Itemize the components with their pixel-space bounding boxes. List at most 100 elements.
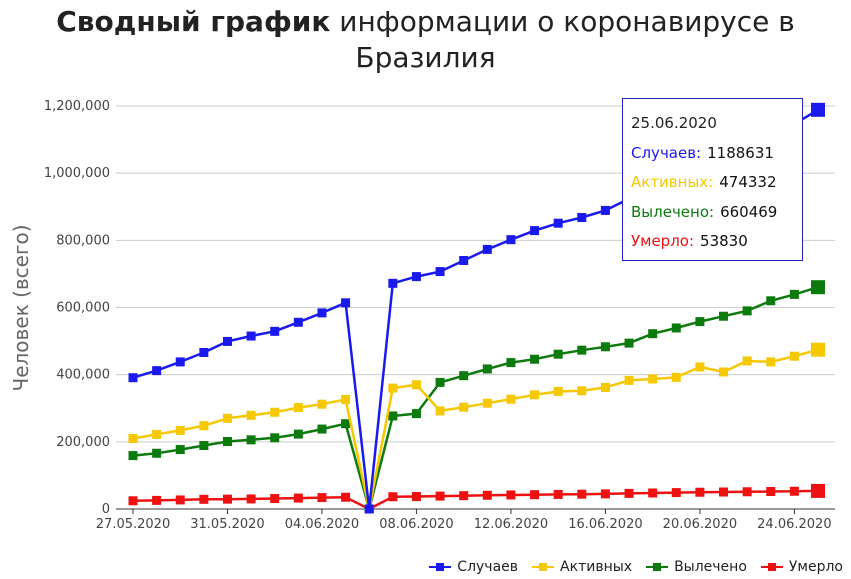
data-point[interactable] <box>341 492 351 502</box>
data-point[interactable] <box>317 308 327 318</box>
data-point[interactable] <box>459 255 469 265</box>
data-point[interactable] <box>411 272 421 282</box>
data-point[interactable] <box>388 492 398 502</box>
data-point[interactable] <box>411 492 421 502</box>
data-point[interactable] <box>199 348 209 358</box>
data-point[interactable] <box>222 436 232 446</box>
data-point[interactable] <box>695 487 705 497</box>
data-point[interactable] <box>506 394 516 404</box>
data-point[interactable] <box>459 491 469 501</box>
data-point[interactable] <box>317 424 327 434</box>
data-point[interactable] <box>789 351 799 361</box>
data-point[interactable] <box>388 383 398 393</box>
data-point[interactable] <box>719 311 729 321</box>
data-point[interactable] <box>317 493 327 503</box>
data-point[interactable] <box>341 419 351 429</box>
data-point[interactable] <box>624 375 634 385</box>
data-point[interactable] <box>388 411 398 421</box>
data-point[interactable] <box>152 429 162 439</box>
data-point[interactable] <box>530 226 540 236</box>
data-point[interactable] <box>811 102 825 117</box>
data-point[interactable] <box>671 323 681 333</box>
data-point[interactable] <box>222 494 232 504</box>
data-point[interactable] <box>270 433 280 443</box>
data-point[interactable] <box>199 441 209 451</box>
data-point[interactable] <box>766 296 776 306</box>
data-point[interactable] <box>435 267 445 277</box>
data-point[interactable] <box>742 306 752 316</box>
data-point[interactable] <box>222 336 232 346</box>
data-point[interactable] <box>577 345 587 355</box>
data-point[interactable] <box>246 331 256 341</box>
data-point[interactable] <box>553 218 563 228</box>
legend-item[interactable]: Умерло <box>760 559 843 575</box>
data-point[interactable] <box>128 451 138 461</box>
data-point[interactable] <box>411 380 421 390</box>
data-point[interactable] <box>482 490 492 500</box>
data-point[interactable] <box>624 338 634 348</box>
data-point[interactable] <box>506 235 516 245</box>
data-point[interactable] <box>671 372 681 382</box>
data-point[interactable] <box>811 483 825 498</box>
data-point[interactable] <box>766 487 776 497</box>
data-point[interactable] <box>435 406 445 416</box>
data-point[interactable] <box>341 395 351 405</box>
data-point[interactable] <box>671 488 681 498</box>
legend-item[interactable]: Вылечено <box>646 559 747 575</box>
data-point[interactable] <box>811 280 825 295</box>
data-point[interactable] <box>742 356 752 366</box>
legend-item[interactable]: Случаев <box>429 559 518 575</box>
data-point[interactable] <box>152 495 162 505</box>
data-point[interactable] <box>270 407 280 417</box>
data-point[interactable] <box>293 429 303 439</box>
data-point[interactable] <box>270 494 280 504</box>
data-point[interactable] <box>388 278 398 288</box>
data-point[interactable] <box>128 373 138 383</box>
data-point[interactable] <box>695 362 705 372</box>
data-point[interactable] <box>811 342 825 357</box>
data-point[interactable] <box>152 366 162 376</box>
data-point[interactable] <box>600 382 610 392</box>
data-point[interactable] <box>435 377 445 387</box>
data-point[interactable] <box>293 317 303 327</box>
data-point[interactable] <box>648 488 658 498</box>
data-point[interactable] <box>695 317 705 327</box>
data-point[interactable] <box>482 398 492 408</box>
data-point[interactable] <box>459 371 469 381</box>
data-point[interactable] <box>577 386 587 396</box>
data-point[interactable] <box>719 367 729 377</box>
data-point[interactable] <box>364 504 374 514</box>
data-point[interactable] <box>411 409 421 419</box>
data-point[interactable] <box>553 349 563 359</box>
data-point[interactable] <box>719 487 729 497</box>
data-point[interactable] <box>530 490 540 500</box>
data-point[interactable] <box>270 326 280 336</box>
data-point[interactable] <box>128 496 138 506</box>
data-point[interactable] <box>435 491 445 501</box>
data-point[interactable] <box>577 489 587 499</box>
data-point[interactable] <box>482 244 492 254</box>
data-point[interactable] <box>577 212 587 222</box>
data-point[interactable] <box>648 374 658 384</box>
data-point[interactable] <box>530 390 540 400</box>
data-point[interactable] <box>506 490 516 500</box>
data-point[interactable] <box>152 448 162 458</box>
data-point[interactable] <box>293 403 303 413</box>
data-point[interactable] <box>175 495 185 505</box>
data-point[interactable] <box>317 399 327 409</box>
data-point[interactable] <box>199 494 209 504</box>
data-point[interactable] <box>648 329 658 339</box>
data-point[interactable] <box>175 425 185 435</box>
data-point[interactable] <box>553 386 563 396</box>
data-point[interactable] <box>624 488 634 498</box>
data-point[interactable] <box>482 364 492 374</box>
data-point[interactable] <box>246 435 256 445</box>
data-point[interactable] <box>199 421 209 431</box>
data-point[interactable] <box>246 410 256 420</box>
data-point[interactable] <box>742 487 752 497</box>
data-point[interactable] <box>600 342 610 352</box>
data-point[interactable] <box>506 358 516 368</box>
data-point[interactable] <box>128 433 138 443</box>
data-point[interactable] <box>789 289 799 299</box>
